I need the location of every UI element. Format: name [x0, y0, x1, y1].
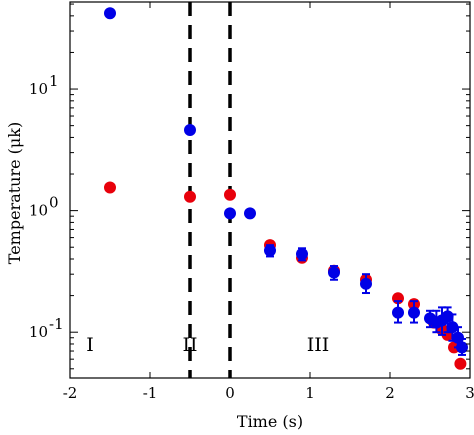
data-point-1-1: [184, 124, 196, 137]
y-tick-label-2: 10: [29, 80, 48, 98]
data-point-1-9: [408, 306, 420, 319]
x-tick-label-3: 1: [305, 384, 315, 402]
y-axis-title: Temperature (μk): [5, 122, 24, 264]
x-tick-label-4: 2: [385, 384, 395, 402]
data-points: [104, 7, 468, 370]
region-label-2: III: [307, 334, 330, 356]
y-tick-label-1: 10: [29, 202, 48, 220]
data-point-1-0: [104, 7, 116, 20]
x-axis-title: Time (s): [237, 412, 303, 431]
data-point-1-5: [296, 247, 308, 260]
data-point-1-4: [264, 244, 276, 257]
data-point-1-13: [441, 310, 454, 323]
data-point-1-8: [392, 306, 404, 319]
y-tick-exponent-1: 0: [49, 194, 59, 212]
data-point-1-6: [328, 266, 340, 279]
data-point-1-7: [360, 277, 372, 290]
x-tick-label-0: -2: [63, 384, 78, 402]
data-point-1-3: [244, 207, 256, 220]
plot-frame: [69, 1, 471, 379]
x-tick-label-5: 3: [465, 384, 474, 402]
y-tick-exponent-2: 1: [49, 72, 59, 90]
data-point-1-16: [456, 341, 468, 354]
data-point-1-2: [224, 207, 236, 220]
region-label-1: II: [182, 334, 197, 356]
region-label-0: I: [86, 334, 94, 356]
y-tick-exponent-0: -1: [49, 315, 64, 333]
data-point-0-13: [454, 357, 467, 370]
data-point-1-14: [446, 321, 459, 334]
x-tick-label-2: 0: [225, 384, 235, 402]
data-point-0-1: [184, 190, 196, 203]
data-point-0-2: [224, 188, 236, 201]
x-tick-label-1: -1: [143, 384, 158, 402]
y-tick-label-0: 10: [29, 323, 48, 341]
data-point-0-0: [104, 181, 116, 194]
